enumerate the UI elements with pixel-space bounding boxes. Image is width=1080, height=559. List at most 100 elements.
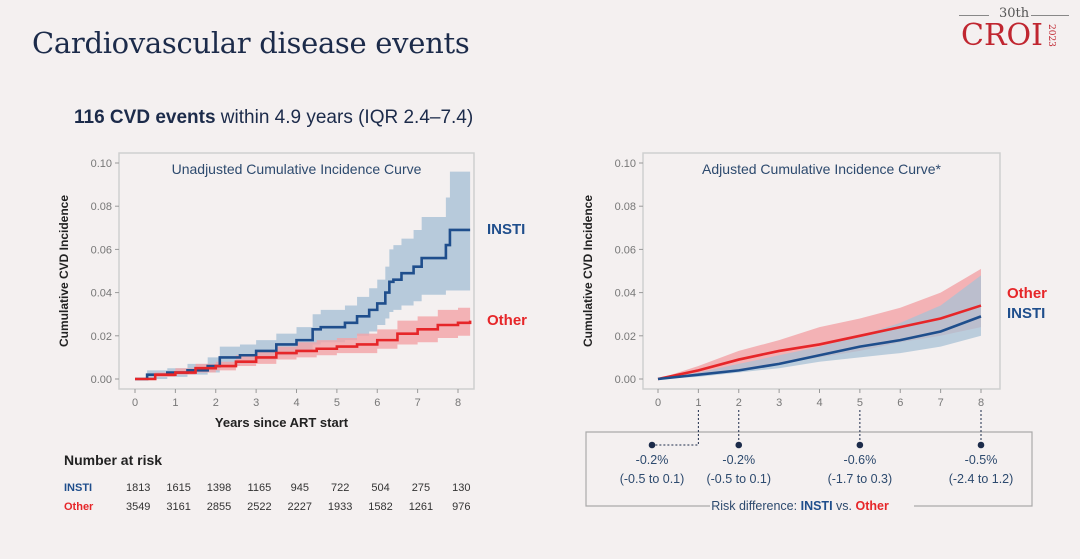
risk-estimate: -0.5% bbox=[965, 453, 998, 467]
risk-cell: 2855 bbox=[206, 500, 232, 513]
series-line-insti bbox=[135, 228, 471, 381]
slide-title: Cardiovascular disease events bbox=[32, 26, 470, 60]
risk-row-label: Other bbox=[64, 500, 94, 513]
x-axis-label: Years since ART start bbox=[215, 415, 349, 430]
logo-year: 2023 bbox=[1046, 24, 1056, 47]
x-tick-label: 6 bbox=[374, 397, 380, 409]
number-at-risk-title: Number at risk bbox=[64, 452, 163, 468]
risk-ci: (-0.5 to 0.1) bbox=[706, 472, 771, 486]
logo-word: CROI bbox=[961, 18, 1043, 53]
risk-cell: 1615 bbox=[166, 481, 191, 494]
x-tick-label: 3 bbox=[776, 397, 782, 409]
risk-cell: 1933 bbox=[327, 500, 353, 513]
y-tick-label: 0.00 bbox=[91, 374, 112, 386]
y-axis-label: Cumulative CVD Incidence bbox=[581, 195, 595, 347]
risk-cell: 945 bbox=[290, 481, 309, 494]
caption-part: vs. bbox=[833, 499, 856, 513]
legend-other: Other bbox=[487, 312, 527, 329]
risk-estimate: -0.2% bbox=[636, 453, 669, 467]
y-tick-label: 0.04 bbox=[615, 288, 636, 300]
risk-cell: 1261 bbox=[408, 500, 434, 513]
x-tick-label: 2 bbox=[213, 397, 219, 409]
y-tick-label: 0.00 bbox=[615, 374, 636, 386]
subtitle-bold: 116 CVD events bbox=[74, 107, 216, 128]
x-tick-label: 1 bbox=[695, 397, 701, 409]
x-tick-label: 6 bbox=[897, 397, 903, 409]
risk-difference-caption: Risk difference: INSTI vs. Other bbox=[711, 499, 889, 513]
x-tick-label: 0 bbox=[132, 397, 138, 409]
y-tick-label: 0.06 bbox=[615, 244, 636, 256]
risk-cell: 1165 bbox=[247, 481, 272, 494]
plot-frame bbox=[642, 152, 1001, 390]
risk-ci: (-0.5 to 0.1) bbox=[620, 472, 685, 486]
subtitle: 116 CVD events within 4.9 years (IQR 2.4… bbox=[74, 107, 473, 129]
confidence-band-other bbox=[135, 303, 471, 379]
risk-cell: 722 bbox=[330, 481, 350, 494]
risk-cell: 504 bbox=[371, 481, 390, 494]
y-tick-label: 0.10 bbox=[91, 158, 112, 170]
risk-connector bbox=[652, 410, 699, 446]
risk-cell: 130 bbox=[452, 481, 471, 494]
risk-ci: (-2.4 to 1.2) bbox=[949, 472, 1014, 486]
risk-estimate: -0.2% bbox=[722, 453, 755, 467]
x-tick-label: 4 bbox=[293, 397, 299, 409]
y-axis-label: Cumulative CVD Incidence bbox=[57, 195, 71, 347]
chart-title: Unadjusted Cumulative Incidence Curve bbox=[172, 161, 422, 177]
x-tick-label: 5 bbox=[334, 397, 340, 409]
x-tick-label: 7 bbox=[938, 397, 944, 409]
logo-edition: 30th bbox=[999, 6, 1030, 21]
series-line-other bbox=[135, 320, 472, 381]
risk-difference-box bbox=[585, 431, 1033, 507]
risk-estimate: -0.6% bbox=[844, 453, 877, 467]
risk-cell: 1582 bbox=[368, 500, 393, 513]
risk-row-insti: INSTI 1813 1615 1398 1165 945 722 504 275 130 bbox=[64, 478, 482, 497]
risk-cell: 1813 bbox=[125, 481, 151, 494]
y-tick-label: 0.02 bbox=[91, 331, 112, 343]
logo-rule-left bbox=[959, 15, 989, 16]
risk-difference-panel: -0.2% (-0.5 to 0.1) -0.2% (-0.5 to 0.1) -0.6… bbox=[585, 410, 1033, 513]
confidence-band-insti bbox=[135, 171, 471, 379]
risk-point-marker bbox=[977, 441, 985, 449]
x-tick-label: 3 bbox=[253, 397, 259, 409]
y-tick-label: 0.08 bbox=[91, 201, 112, 213]
risk-ci: (-1.7 to 0.3) bbox=[828, 472, 893, 486]
risk-cell: 1398 bbox=[206, 481, 232, 494]
y-tick-label: 0.08 bbox=[615, 201, 636, 213]
risk-cell: 3549 bbox=[125, 500, 151, 513]
risk-cell: 2522 bbox=[247, 500, 272, 513]
unadjusted-chart: Unadjusted Cumulative Incidence Curve 0.0… bbox=[57, 152, 527, 430]
x-tick-label: 0 bbox=[655, 397, 661, 409]
caption-part: INSTI bbox=[801, 499, 833, 513]
x-tick-label: 2 bbox=[736, 397, 742, 409]
chart-title: Adjusted Cumulative Incidence Curve* bbox=[702, 161, 941, 177]
risk-cell: 2227 bbox=[287, 500, 312, 513]
adjusted-chart: Adjusted Cumulative Incidence Curve* 0.00… bbox=[581, 152, 1047, 409]
x-tick-label: 5 bbox=[857, 397, 863, 409]
logo-rule-right bbox=[1031, 15, 1069, 16]
risk-cell: 3161 bbox=[166, 500, 191, 513]
number-at-risk-table: Number at risk INSTI 1813 1615 1398 1165 945 7… bbox=[64, 452, 482, 516]
risk-point-marker bbox=[648, 441, 656, 449]
risk-cell: 275 bbox=[411, 481, 431, 494]
x-tick-label: 1 bbox=[172, 397, 178, 409]
x-tick-label: 4 bbox=[816, 397, 822, 409]
confidence-band-other bbox=[658, 268, 981, 379]
croi-logo: 30th CROI 2023 bbox=[955, 6, 1075, 56]
y-tick-label: 0.04 bbox=[91, 288, 112, 300]
x-tick-label: 8 bbox=[978, 397, 984, 409]
x-tick-label: 7 bbox=[415, 397, 421, 409]
legend-insti: INSTI bbox=[487, 221, 525, 238]
legend-other: Other bbox=[1007, 285, 1047, 302]
risk-row-label: INSTI bbox=[64, 481, 93, 494]
risk-row-other: Other 3549 3161 2855 2522 2227 1933 1582 1261 976 bbox=[64, 497, 482, 516]
risk-point-marker bbox=[735, 441, 743, 449]
y-tick-label: 0.02 bbox=[615, 331, 636, 343]
caption-part: Other bbox=[855, 499, 888, 513]
risk-point-marker bbox=[856, 441, 864, 449]
y-tick-label: 0.06 bbox=[91, 244, 112, 256]
y-tick-label: 0.10 bbox=[615, 158, 636, 170]
subtitle-rest: within 4.9 years (IQR 2.4–7.4) bbox=[215, 107, 474, 128]
x-tick-label: 8 bbox=[455, 397, 461, 409]
risk-cell: 976 bbox=[452, 500, 471, 513]
caption-part: Risk difference: bbox=[711, 499, 800, 513]
